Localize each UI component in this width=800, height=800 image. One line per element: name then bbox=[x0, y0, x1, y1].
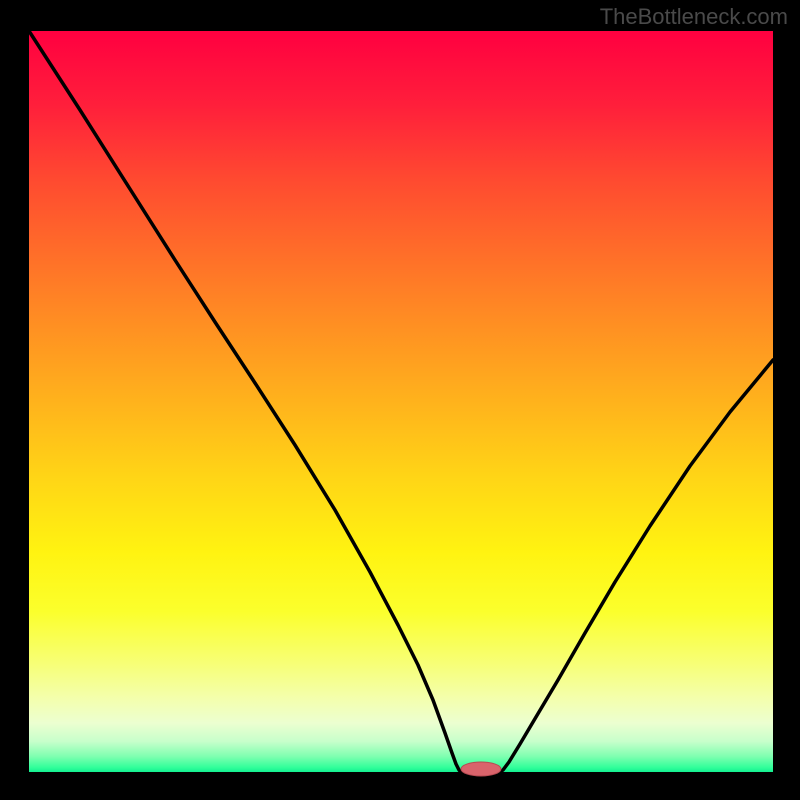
bottleneck-chart: TheBottleneck.com bbox=[0, 0, 800, 800]
watermark-text: TheBottleneck.com bbox=[600, 4, 788, 30]
chart-svg bbox=[0, 0, 800, 800]
chart-plot-area bbox=[29, 31, 773, 775]
optimal-point-marker bbox=[461, 762, 501, 776]
chart-baseline bbox=[29, 772, 773, 775]
